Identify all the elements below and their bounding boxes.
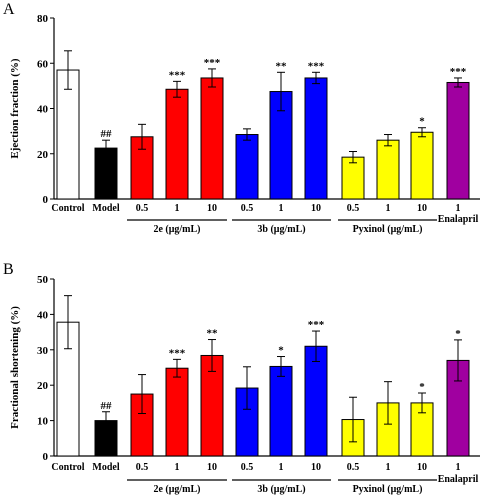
category-label: 1 xyxy=(279,462,284,473)
y-tick-label: 0 xyxy=(43,451,49,463)
significance-label: *** xyxy=(169,69,186,81)
category-label: 0.5 xyxy=(136,203,149,214)
y-tick-label: 20 xyxy=(37,380,49,392)
category-label: 10 xyxy=(417,462,427,473)
bar xyxy=(341,156,365,200)
bar xyxy=(165,367,189,457)
bar xyxy=(269,365,293,457)
group-label: 2e (μg/mL) xyxy=(153,224,200,235)
category-label: 10 xyxy=(207,203,217,214)
panel-letter-b: B xyxy=(3,261,14,278)
category-label: 1 xyxy=(456,462,461,473)
bar xyxy=(235,134,259,200)
enalapril-label: Enalapril xyxy=(438,214,479,225)
chart-panel-a: 0 20 40 60 80 Ejection fraction (%) Control ## M… xyxy=(9,13,480,235)
y-tick-label: 80 xyxy=(37,13,49,25)
significance-label: *** xyxy=(169,347,186,359)
bar xyxy=(304,345,328,457)
category-label: 1 xyxy=(175,462,180,473)
significance-label: ** xyxy=(207,328,219,340)
bar xyxy=(410,131,434,200)
bar xyxy=(376,139,400,200)
significance-label: ## xyxy=(101,128,113,140)
y-tick-label: 10 xyxy=(37,416,49,428)
significance-label: * xyxy=(278,345,284,357)
group-label: 2e (μg/mL) xyxy=(153,484,200,495)
category-label: 1 xyxy=(175,203,180,214)
y-tick-label: 30 xyxy=(37,345,49,357)
y-axis-label: Ejection fraction (%) xyxy=(9,58,21,159)
significance-label: * xyxy=(419,381,425,393)
category-label: 10 xyxy=(311,462,321,473)
significance-label: ** xyxy=(276,60,288,72)
bar xyxy=(165,88,189,200)
category-label: 0.5 xyxy=(241,462,254,473)
significance-label: * xyxy=(419,116,425,128)
significance-label: *** xyxy=(204,57,221,69)
significance-label: *** xyxy=(450,66,467,78)
y-tick-label: 50 xyxy=(37,274,49,286)
category-label: 1 xyxy=(456,203,461,214)
y-tick-label: 20 xyxy=(37,149,49,161)
category-label: 0.5 xyxy=(347,203,360,214)
category-label: Control xyxy=(51,203,84,214)
bar xyxy=(200,77,224,200)
category-label: 10 xyxy=(207,462,217,473)
significance-label: ## xyxy=(101,400,113,412)
group-label: Pyxinol (μg/mL) xyxy=(353,484,423,495)
chart-panel-b: 0 10 20 30 40 50 Fractional shortening (%) Cont… xyxy=(9,274,480,495)
category-label: 0.5 xyxy=(241,203,254,214)
category-label: Model xyxy=(92,203,119,214)
category-label: Model xyxy=(92,462,119,473)
category-label: 1 xyxy=(279,203,284,214)
category-label: 10 xyxy=(417,203,427,214)
bar xyxy=(304,77,328,200)
panel-letter-a: A xyxy=(3,1,15,18)
y-tick-label: 60 xyxy=(37,58,49,70)
enalapril-label: Enalapril xyxy=(438,474,479,485)
category-label: Control xyxy=(51,462,84,473)
significance-label: * xyxy=(455,328,461,340)
significance-label: *** xyxy=(308,60,325,72)
y-axis-label: Fractional shortening (%) xyxy=(9,306,21,429)
category-label: 1 xyxy=(386,462,391,473)
category-label: 0.5 xyxy=(347,462,360,473)
y-tick-label: 40 xyxy=(37,104,49,116)
y-tick-label: 40 xyxy=(37,309,49,321)
category-label: 0.5 xyxy=(136,462,149,473)
category-label: 10 xyxy=(311,203,321,214)
group-label: Pyxinol (μg/mL) xyxy=(353,224,423,235)
y-tick-label: 0 xyxy=(43,194,49,206)
category-label: 1 xyxy=(386,203,391,214)
group-label: 3b (μg/mL) xyxy=(257,484,305,495)
group-label: 3b (μg/mL) xyxy=(257,224,305,235)
bar xyxy=(446,81,470,200)
significance-label: *** xyxy=(308,319,325,331)
